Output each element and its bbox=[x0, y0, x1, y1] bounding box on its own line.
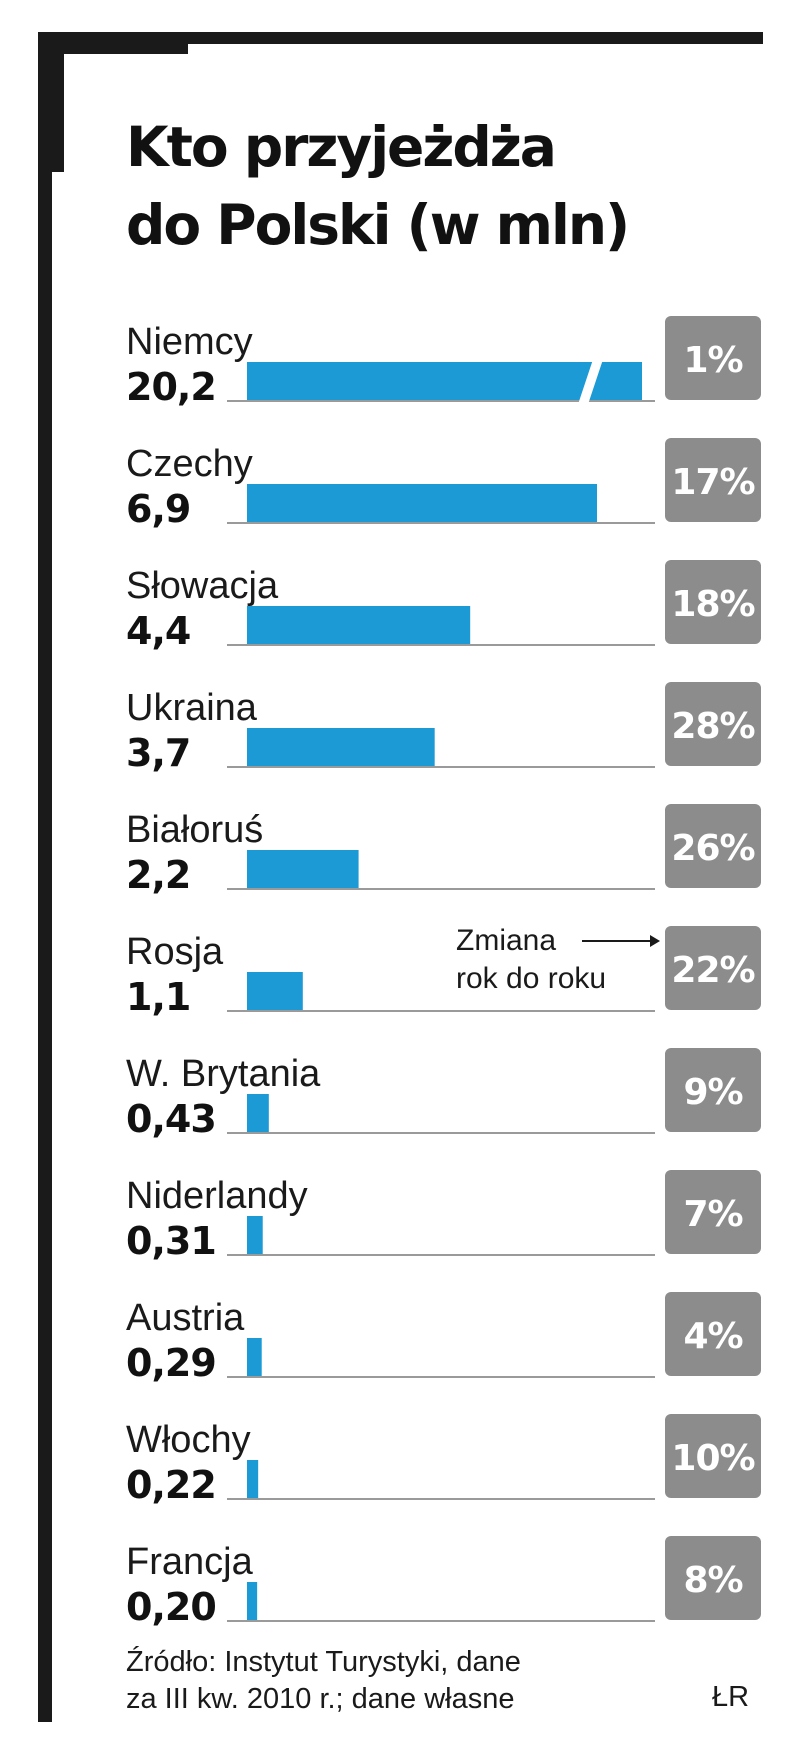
chart-title-line-2: do Polski (w mln) bbox=[126, 193, 630, 257]
country-label-5: Rosja bbox=[126, 931, 224, 973]
change-badge-0 bbox=[665, 316, 761, 400]
bar-8 bbox=[247, 1338, 262, 1376]
change-label-8: 4% bbox=[683, 1316, 742, 1357]
value-label-8: 0,29 bbox=[126, 1341, 216, 1385]
value-label-2: 4,4 bbox=[126, 609, 190, 653]
change-badge-5 bbox=[665, 926, 761, 1010]
change-label-10: 8% bbox=[683, 1560, 742, 1601]
value-label-10: 0,20 bbox=[126, 1585, 216, 1629]
bar-4 bbox=[247, 850, 359, 888]
change-annotation: Zmiana rok do roku bbox=[456, 922, 656, 998]
annotation-line-1: Zmiana bbox=[456, 924, 557, 957]
change-badge-4 bbox=[665, 804, 761, 888]
change-badge-1 bbox=[665, 438, 761, 522]
frame-top-rule bbox=[38, 32, 763, 44]
change-badge-8 bbox=[665, 1292, 761, 1376]
change-label-3: 28% bbox=[671, 706, 754, 747]
change-label-9: 10% bbox=[671, 1438, 754, 1479]
value-label-9: 0,22 bbox=[126, 1463, 216, 1507]
value-label-1: 6,9 bbox=[126, 487, 190, 531]
value-label-5: 1,1 bbox=[126, 975, 190, 1019]
bar-6 bbox=[247, 1094, 269, 1132]
axis-break-mark bbox=[578, 360, 603, 402]
frame-top-tab bbox=[38, 32, 188, 54]
value-label-6: 0,43 bbox=[126, 1097, 216, 1141]
change-badge-3 bbox=[665, 682, 761, 766]
source-line-2: za III kw. 2010 r.; dane własne bbox=[126, 1683, 515, 1715]
frame-left-rule bbox=[38, 32, 52, 1722]
country-label-9: Włochy bbox=[126, 1419, 251, 1461]
value-label-3: 3,7 bbox=[126, 731, 190, 775]
source-note: Źródło: Instytut Turystyki, dane za III … bbox=[126, 1644, 646, 1718]
chart-title: Kto przyjeżdża do Polski (w mln) bbox=[126, 108, 766, 264]
bar-0 bbox=[247, 362, 642, 400]
country-label-8: Austria bbox=[126, 1297, 245, 1339]
value-label-0: 20,2 bbox=[126, 365, 216, 409]
country-label-7: Niderlandy bbox=[126, 1175, 308, 1217]
bar-9 bbox=[247, 1460, 259, 1498]
bar-3 bbox=[247, 728, 435, 766]
annotation-arrow bbox=[582, 935, 660, 947]
chart-title-line-1: Kto przyjeżdża bbox=[126, 115, 557, 179]
bar-2 bbox=[247, 606, 471, 644]
country-label-10: Francja bbox=[126, 1541, 254, 1583]
source-line-1: Źródło: Instytut Turystyki, dane bbox=[126, 1646, 521, 1678]
change-label-5: 22% bbox=[671, 950, 754, 991]
bar-10 bbox=[247, 1582, 258, 1620]
country-label-3: Ukraina bbox=[126, 687, 258, 729]
bar-7 bbox=[247, 1216, 263, 1254]
country-label-6: W. Brytania bbox=[126, 1053, 321, 1095]
value-label-7: 0,31 bbox=[126, 1219, 216, 1263]
change-label-1: 17% bbox=[671, 462, 754, 503]
bar-1 bbox=[247, 484, 597, 522]
change-label-7: 7% bbox=[683, 1194, 742, 1235]
change-badge-9 bbox=[665, 1414, 761, 1498]
change-label-2: 18% bbox=[671, 584, 754, 625]
change-badge-6 bbox=[665, 1048, 761, 1132]
country-label-1: Czechy bbox=[126, 443, 253, 485]
change-badge-2 bbox=[665, 560, 761, 644]
change-label-0: 1% bbox=[683, 340, 742, 381]
change-badge-10 bbox=[665, 1536, 761, 1620]
change-badge-7 bbox=[665, 1170, 761, 1254]
change-label-6: 9% bbox=[683, 1072, 742, 1113]
country-label-2: Słowacja bbox=[126, 565, 279, 607]
author-initials: ŁR bbox=[712, 1681, 750, 1713]
bar-5 bbox=[247, 972, 303, 1010]
change-label-4: 26% bbox=[671, 828, 754, 869]
annotation-line-2: rok do roku bbox=[456, 962, 607, 995]
value-label-4: 2,2 bbox=[126, 853, 190, 897]
country-label-4: Białoruś bbox=[126, 809, 263, 851]
country-label-0: Niemcy bbox=[126, 321, 253, 363]
